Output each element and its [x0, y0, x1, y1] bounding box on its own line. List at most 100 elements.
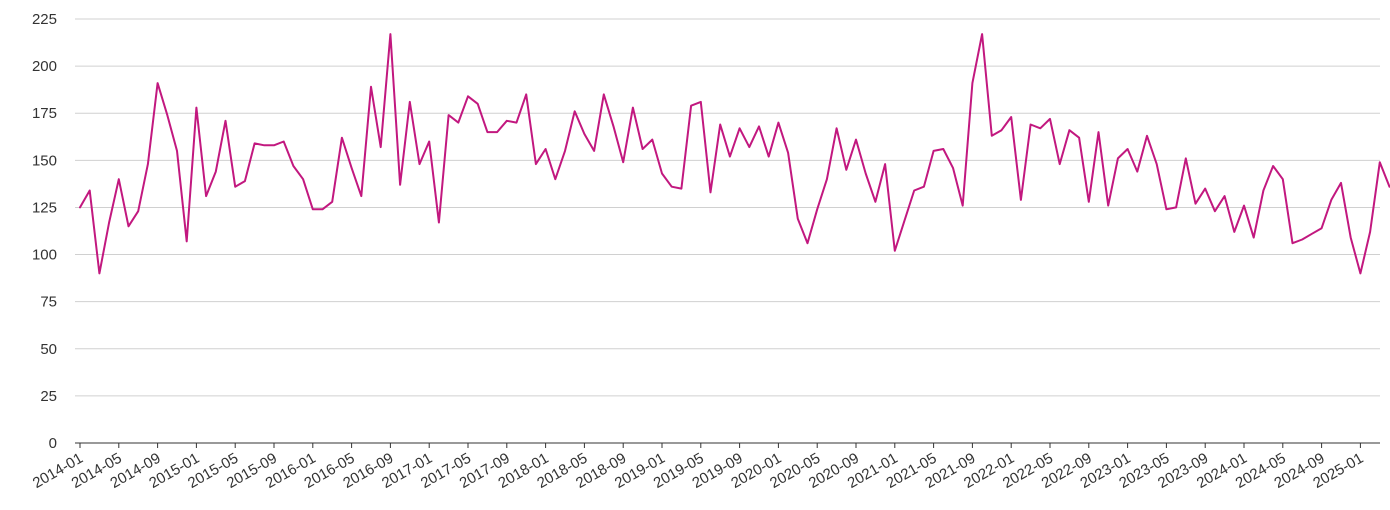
- data-point: [176, 150, 178, 152]
- data-point: [952, 167, 954, 169]
- data-point: [923, 186, 925, 188]
- data-point: [1272, 165, 1274, 167]
- data-point: [729, 155, 731, 157]
- data-point: [622, 161, 624, 163]
- data-point: [477, 103, 479, 105]
- data-point: [1243, 204, 1245, 206]
- data-point: [1223, 195, 1225, 197]
- data-point: [506, 120, 508, 122]
- data-point: [137, 210, 139, 212]
- data-point: [932, 150, 934, 152]
- data-point: [1204, 187, 1206, 189]
- data-point: [341, 137, 343, 139]
- data-point: [835, 127, 837, 129]
- data-point: [1301, 238, 1303, 240]
- data-point: [554, 178, 556, 180]
- data-point: [1175, 206, 1177, 208]
- data-point: [700, 101, 702, 103]
- y-tick-label: 100: [32, 247, 57, 264]
- data-point: [1000, 129, 1002, 131]
- data-point: [855, 138, 857, 140]
- data-point: [1320, 227, 1322, 229]
- data-point: [205, 195, 207, 197]
- data-point: [186, 240, 188, 242]
- data-point: [496, 131, 498, 133]
- data-point: [166, 114, 168, 116]
- data-point: [283, 140, 285, 142]
- data-point: [806, 242, 808, 244]
- data-point: [942, 148, 944, 150]
- data-point: [302, 178, 304, 180]
- data-point: [1097, 131, 1099, 133]
- data-point: [535, 163, 537, 165]
- data-point: [787, 152, 789, 154]
- data-point: [438, 221, 440, 223]
- data-point: [690, 104, 692, 106]
- y-tick-label: 75: [40, 294, 57, 311]
- data-point: [263, 144, 265, 146]
- data-point: [593, 150, 595, 152]
- data-point: [147, 163, 149, 165]
- data-point: [1068, 129, 1070, 131]
- data-point: [1194, 202, 1196, 204]
- data-point: [1156, 163, 1158, 165]
- data-point: [709, 191, 711, 193]
- data-point: [564, 150, 566, 152]
- data-point: [215, 170, 217, 172]
- data-point: [845, 169, 847, 171]
- data-point: [1379, 161, 1381, 163]
- data-point: [273, 144, 275, 146]
- data-point: [651, 138, 653, 140]
- data-point: [1107, 204, 1109, 206]
- data-point: [1185, 157, 1187, 159]
- data-point: [574, 110, 576, 112]
- data-point: [612, 125, 614, 127]
- data-point: [1311, 233, 1313, 235]
- data-point: [1214, 210, 1216, 212]
- data-point: [118, 178, 120, 180]
- data-point: [515, 121, 517, 123]
- data-point: [680, 187, 682, 189]
- data-point: [98, 272, 100, 274]
- y-tick-label: 50: [40, 341, 57, 358]
- data-point: [981, 33, 983, 35]
- data-point: [1253, 236, 1255, 238]
- data-point: [865, 172, 867, 174]
- data-point: [525, 93, 527, 95]
- data-point: [894, 250, 896, 252]
- data-point: [913, 189, 915, 191]
- data-point: [1029, 123, 1031, 125]
- y-tick-label: 200: [32, 58, 57, 75]
- data-point: [1126, 148, 1128, 150]
- data-point: [777, 121, 779, 123]
- data-point: [884, 163, 886, 165]
- data-point: [1010, 116, 1012, 118]
- y-tick-label: 25: [40, 388, 57, 405]
- data-point: [641, 148, 643, 150]
- data-point: [224, 120, 226, 122]
- data-point: [583, 133, 585, 135]
- data-point: [447, 114, 449, 116]
- data-point: [312, 208, 314, 210]
- data-point: [1340, 182, 1342, 184]
- data-point: [486, 131, 488, 133]
- data-point: [758, 125, 760, 127]
- series-line: [79, 33, 1390, 275]
- data-point: [544, 148, 546, 150]
- data-point: [1020, 199, 1022, 201]
- data-point: [991, 135, 993, 137]
- data-point: [1039, 127, 1041, 129]
- y-tick-label: 175: [32, 105, 57, 122]
- data-point: [719, 123, 721, 125]
- data-point: [1088, 201, 1090, 203]
- data-point: [467, 95, 469, 97]
- y-tick-label: 125: [32, 199, 57, 216]
- y-tick-label: 0: [49, 435, 57, 452]
- data-point: [418, 163, 420, 165]
- data-point: [1359, 272, 1361, 274]
- data-point: [738, 127, 740, 129]
- data-point: [1117, 157, 1119, 159]
- data-point: [360, 195, 362, 197]
- data-point: [1233, 231, 1235, 233]
